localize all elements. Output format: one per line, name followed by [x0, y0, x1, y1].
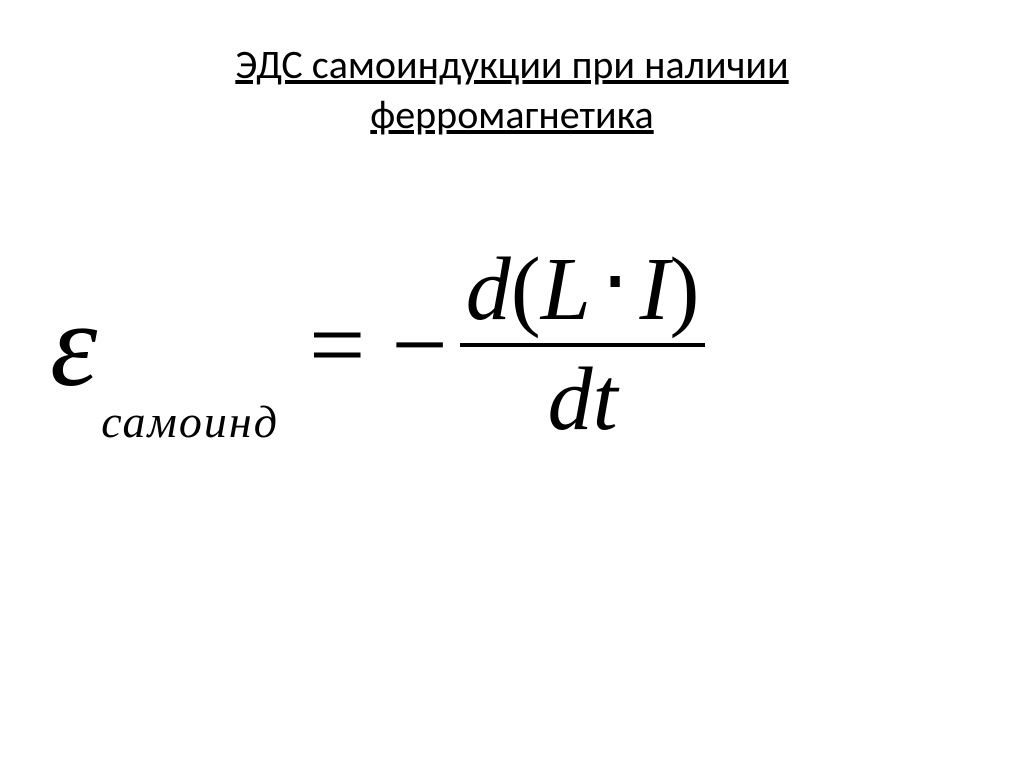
fraction: d(L⋅I) dt: [460, 245, 706, 445]
title-line-1: ЭДС самоиндукции при наличии: [235, 40, 788, 89]
slide: ЭДС самоиндукции при наличии ферромагнет…: [0, 0, 1024, 767]
epsilon-subscript: самоинд: [101, 395, 279, 448]
numerator: d(L⋅I): [460, 245, 706, 343]
slide-title: ЭДС самоиндукции при наличии ферромагнет…: [0, 40, 1024, 140]
denominator: dt: [548, 347, 618, 445]
open-paren: (: [511, 240, 541, 339]
title-line-2: ферромагнетика: [370, 90, 653, 139]
minus-sign: −: [391, 295, 447, 395]
epsilon-symbol: ε: [50, 285, 97, 405]
numerator-I: I: [639, 240, 669, 339]
formula: ε самоинд = − d(L⋅I) dt: [50, 245, 974, 445]
dot-operator: ⋅: [591, 234, 640, 333]
numerator-d: d: [466, 240, 511, 339]
close-paren: ): [669, 240, 699, 339]
equals-sign: =: [309, 295, 365, 395]
numerator-L: L: [541, 240, 591, 339]
formula-lhs: ε самоинд: [50, 285, 279, 405]
formula-row: ε самоинд = − d(L⋅I) dt: [50, 245, 974, 445]
